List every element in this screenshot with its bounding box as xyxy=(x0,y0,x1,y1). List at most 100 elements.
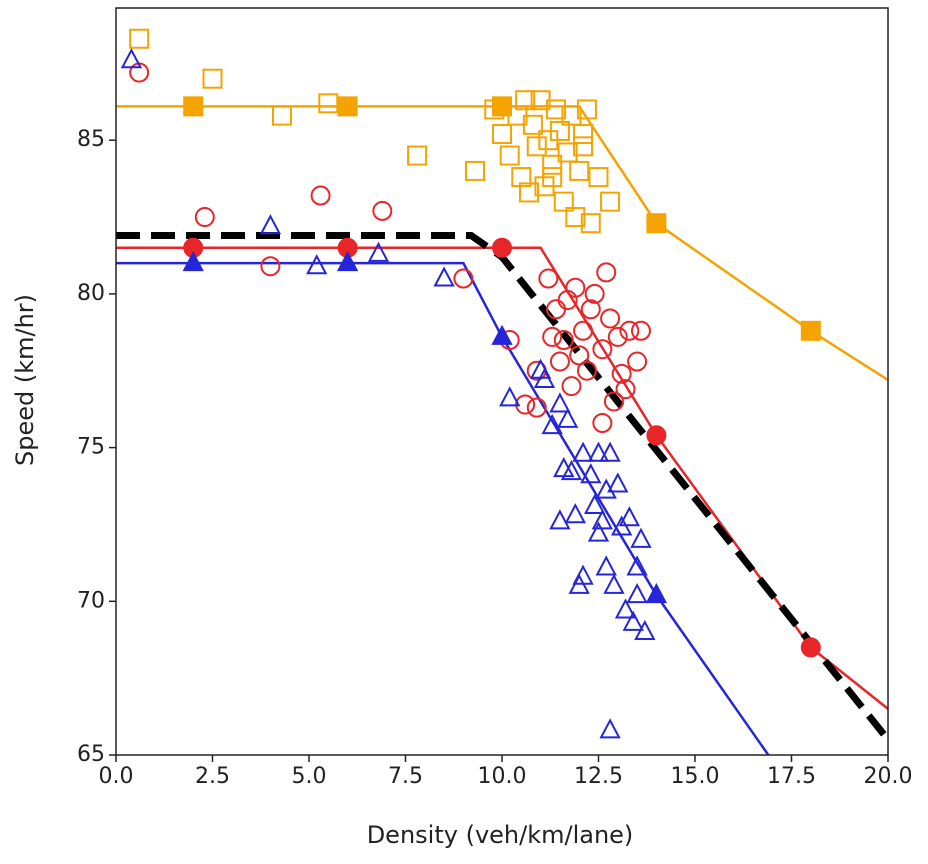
y-tick-label: 65 xyxy=(77,742,105,767)
circle-marker xyxy=(310,185,331,206)
triangle-marker xyxy=(580,463,602,484)
circle-marker xyxy=(561,376,582,397)
dashed-line xyxy=(116,231,888,742)
circle-marker xyxy=(596,262,617,283)
square-marker xyxy=(542,167,563,188)
x-tick-label: 5.0 xyxy=(292,764,327,789)
circle-marker xyxy=(600,308,621,329)
circle-marker xyxy=(553,330,574,350)
x-axis-title: Density (veh/km/lane) xyxy=(367,821,634,849)
triangle-marker xyxy=(595,555,617,576)
square-marker xyxy=(573,124,594,145)
model-line xyxy=(116,246,888,710)
triangle-marker xyxy=(533,367,556,388)
circle-marker xyxy=(576,360,597,381)
circle-marker xyxy=(592,413,613,433)
square-marker xyxy=(183,96,204,117)
triangle-marker xyxy=(599,718,621,739)
circle-marker xyxy=(526,397,547,418)
y-tick-label: 80 xyxy=(77,281,105,306)
x-tick-label: 10.0 xyxy=(478,764,527,789)
circle-marker xyxy=(592,339,613,360)
square-marker xyxy=(129,28,150,49)
x-tick-label: 2.5 xyxy=(195,764,230,789)
circle-marker xyxy=(569,345,590,366)
circle-marker xyxy=(619,320,640,341)
triangle-marker xyxy=(572,441,594,462)
square-marker xyxy=(337,96,358,117)
x-tick-label: 12.5 xyxy=(574,764,623,789)
circle-marker xyxy=(580,299,601,320)
circle-marker xyxy=(573,320,594,341)
triangle-marker xyxy=(583,493,606,514)
square-marker xyxy=(546,99,567,120)
square-marker xyxy=(464,160,485,181)
triangle-marker xyxy=(367,241,390,262)
triangle-marker xyxy=(541,413,563,435)
square-marker xyxy=(565,207,586,228)
square-marker xyxy=(553,191,574,212)
y-axis-title: Speed (km/hr) xyxy=(11,294,39,466)
square-marker xyxy=(492,124,512,145)
circle-marker xyxy=(607,326,628,347)
triangle-marker xyxy=(591,509,614,530)
x-tick-label: 0.0 xyxy=(99,764,134,789)
triangle-marker xyxy=(645,583,668,604)
triangle-marker xyxy=(182,251,204,272)
triangle-marker xyxy=(603,573,625,594)
circle-marker xyxy=(492,237,512,258)
square-marker xyxy=(511,167,532,188)
square-marker xyxy=(519,182,540,203)
square-marker xyxy=(522,114,543,135)
square-marker xyxy=(600,191,621,212)
circle-marker xyxy=(260,256,281,277)
triangle-marker xyxy=(587,521,610,542)
circle-marker xyxy=(800,637,821,658)
plot xyxy=(116,28,888,755)
triangle-marker xyxy=(614,598,637,619)
square-marker xyxy=(542,154,563,175)
square-marker xyxy=(800,320,821,341)
triangle-marker xyxy=(120,48,143,69)
triangle-marker xyxy=(626,555,648,576)
triangle-marker xyxy=(336,251,359,272)
triangle-marker xyxy=(259,214,282,235)
square-marker xyxy=(557,142,578,163)
circle-marker xyxy=(603,391,624,412)
x-tick-label: 15.0 xyxy=(671,764,720,789)
triangle-marker xyxy=(433,266,455,287)
triangle-marker xyxy=(587,441,610,462)
triangle-marker xyxy=(549,509,571,530)
model-line xyxy=(116,261,770,755)
triangle-marker xyxy=(564,503,587,524)
x-tick-label: 20.0 xyxy=(864,764,913,789)
square-marker xyxy=(499,145,520,166)
square-marker xyxy=(271,105,292,126)
circle-marker xyxy=(615,379,636,400)
circle-marker xyxy=(546,299,567,320)
square-marker xyxy=(492,96,512,117)
circle-marker xyxy=(538,268,559,289)
triangle-marker xyxy=(572,564,594,585)
triangle-marker xyxy=(626,583,648,604)
square-marker xyxy=(526,136,547,157)
y-tick-label: 70 xyxy=(77,588,105,613)
model-line xyxy=(116,105,888,382)
triangle-marker xyxy=(599,441,621,462)
square-marker xyxy=(646,213,667,234)
square-marker xyxy=(573,136,594,157)
square-marker xyxy=(549,120,570,141)
circle-marker xyxy=(549,351,570,372)
triangle-marker xyxy=(560,460,583,481)
triangle-marker xyxy=(630,527,652,548)
triangle-marker xyxy=(607,472,629,493)
circle-marker xyxy=(627,351,648,372)
circle-marker xyxy=(542,326,563,347)
square-marker xyxy=(515,90,536,111)
triangle-marker xyxy=(618,506,641,527)
triangle-marker xyxy=(499,386,521,407)
circle-marker xyxy=(584,283,605,304)
square-marker xyxy=(569,160,590,181)
triangle-marker xyxy=(556,407,579,428)
